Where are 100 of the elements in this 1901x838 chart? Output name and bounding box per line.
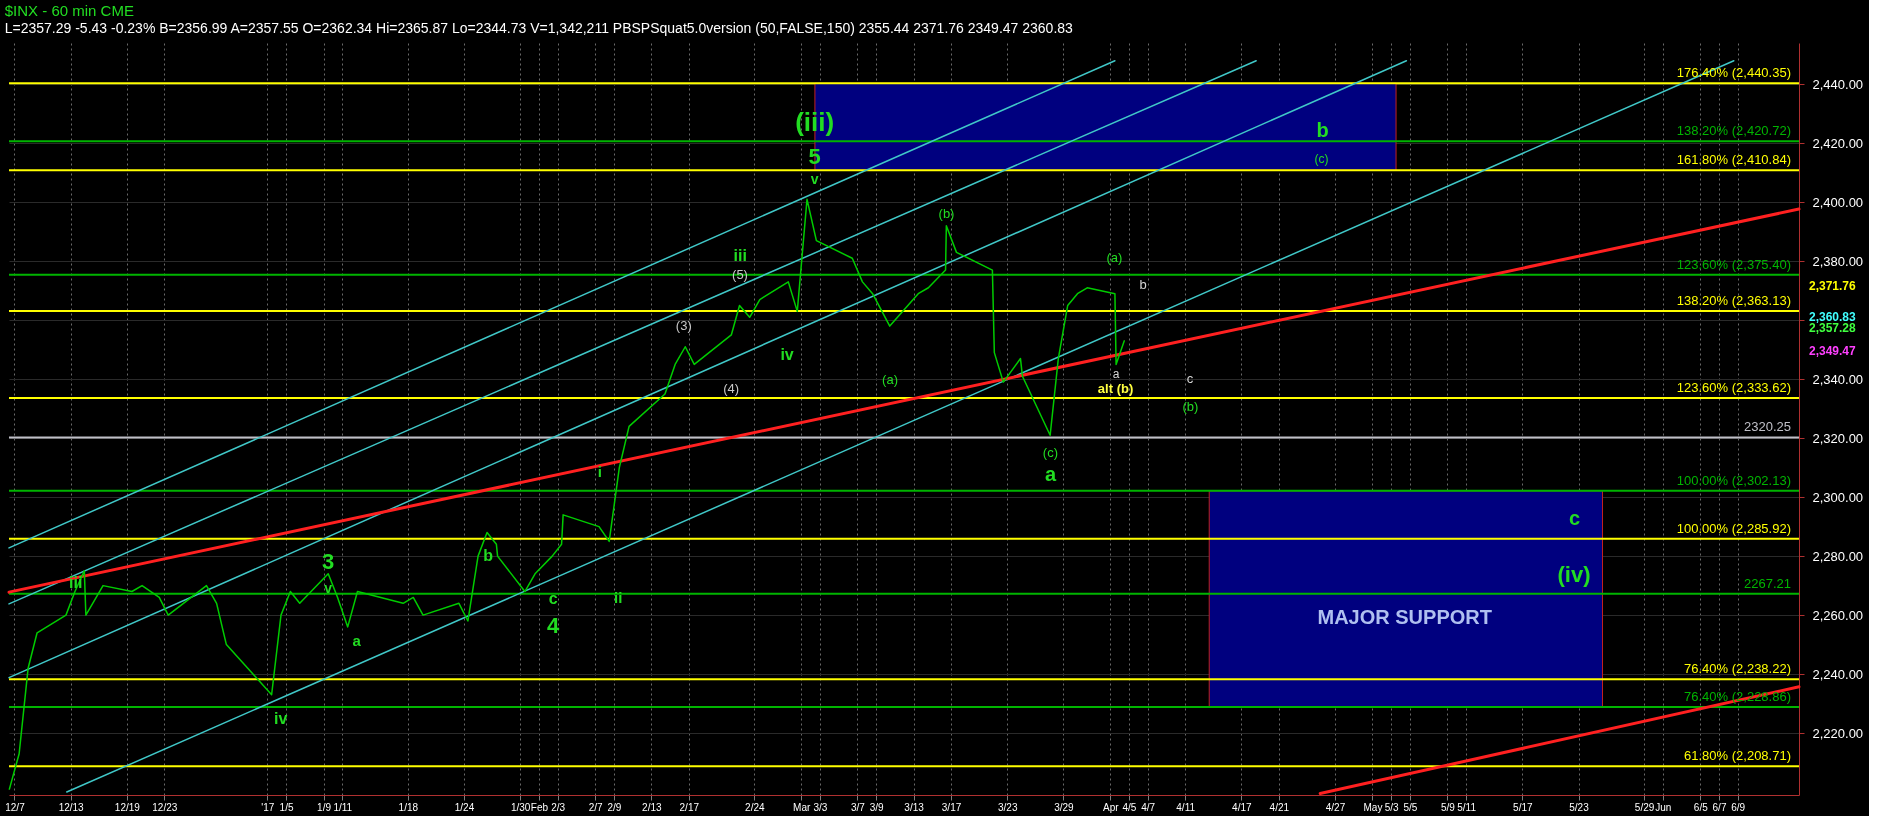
annotation: (a) (1106, 250, 1123, 266)
annotation: iv (780, 346, 794, 364)
x-tick-label: Feb (530, 801, 549, 813)
x-tick-label: 5/29 (1634, 801, 1655, 813)
x-tick-label: 2/9 (607, 801, 622, 813)
x-tick-label: 2/7 (588, 801, 604, 813)
x-tick-label: 2/24 (745, 801, 766, 813)
x-tick-label: 12/23 (152, 801, 178, 813)
annotation: (3) (675, 318, 692, 334)
y-tick-label: 2,420.00 (1812, 135, 1864, 151)
annotation: (4) (723, 381, 740, 397)
x-tick-label: 3/17 (941, 801, 962, 813)
x-tick-label: May (1363, 801, 1383, 813)
chart-title: $INX - 60 min CME (4, 2, 134, 20)
annotation: c (1186, 370, 1194, 386)
annotation: (b) (938, 206, 955, 222)
x-tick-label: 3/13 (904, 801, 925, 813)
ref-line-label: 100.00% (2,285.92) (1676, 520, 1791, 536)
x-tick-label: 4/11 (1176, 801, 1196, 813)
x-tick-label: 2/3 (551, 801, 566, 813)
x-tick-label: 5/5 (1403, 801, 1418, 813)
y-tick-label: 2,400.00 (1812, 194, 1864, 210)
x-tick-label: 6/5 (1693, 801, 1709, 813)
x-tick-label: Apr (1102, 801, 1120, 813)
x-tick-label: 2/17 (679, 801, 700, 813)
ref-line-label: 76.40% (2,238.22) (1684, 661, 1791, 677)
y-tick-label: 2,260.00 (1812, 607, 1864, 623)
annotation: MAJOR SUPPORT (1317, 605, 1492, 628)
x-tick-label: 3/29 (1054, 801, 1075, 813)
x-tick-label: 12/19 (114, 801, 141, 813)
x-tick-label: 5/23 (1569, 801, 1590, 813)
ref-line-label: 138.20% (2,363.13) (1676, 292, 1791, 308)
annotation: c (548, 590, 558, 608)
x-tick-label: 1/5 (279, 801, 294, 813)
annotation: b (483, 546, 494, 564)
x-tick-label: Mar (793, 801, 811, 813)
y-tick-label: 2,440.00 (1812, 76, 1864, 92)
x-tick-label: 6/7 (1712, 801, 1727, 813)
x-tick-label: 3/3 (813, 801, 828, 813)
x-tick-label: '17 (261, 801, 275, 813)
y-tick-label: 2,380.00 (1812, 253, 1864, 269)
annotation: 3 (322, 548, 335, 574)
x-tick-label: 4/17 (1232, 801, 1253, 813)
annotation: (b) (1182, 398, 1199, 414)
annotation: (c) (1314, 151, 1329, 166)
x-tick-label: 5/3 (1384, 801, 1400, 813)
annotation: (c) (1042, 444, 1059, 460)
y-tick-label: 2,280.00 (1812, 548, 1864, 564)
x-tick-label: 1/30 (510, 801, 531, 813)
x-tick-label: 1/9 (317, 801, 332, 813)
annotation: i (597, 462, 602, 480)
annotation: v (810, 170, 819, 187)
y-tick-label: 2,320.00 (1812, 430, 1864, 446)
annotation: 5 (808, 143, 821, 169)
ref-line-label: 100.00% (2,302.13) (1676, 472, 1791, 488)
ref-line-label: 161.80% (2,410.84) (1676, 152, 1791, 168)
ref-line-label: 123.60% (2,375.40) (1676, 256, 1791, 272)
text: 2,371.76 (1809, 278, 1857, 293)
x-tick-label: 4/27 (1325, 801, 1346, 813)
annotation: a (1112, 366, 1120, 381)
x-tick-label: 5/11 (1457, 801, 1477, 813)
annotation: v (324, 579, 333, 596)
annotation: b (1139, 277, 1147, 293)
y-tick-label: 2,300.00 (1812, 489, 1864, 505)
chart-subtitle: L=2357.29 -5.43 -0.23% B=2356.99 A=2357.55 O=2362.34 Hi=2365.87 Lo=2344.73 V=1,342,211 PBSPSquat5.0version (50,FALSE,150) 2355.44 2371.76 2349.47 2360.83 (4, 20, 1074, 37)
annotation: 4 (547, 612, 561, 638)
text: 2,349.47 (1809, 344, 1857, 359)
annotation: iv (273, 710, 288, 728)
x-tick-label: 1/24 (454, 801, 475, 813)
annotation: iii (733, 247, 747, 265)
x-tick-label: 6/9 (1731, 801, 1746, 813)
annotation: a (352, 631, 362, 649)
x-tick-label: 4/7 (1141, 801, 1156, 813)
annotation: alt (b) (1097, 381, 1134, 397)
annotation: b (1316, 118, 1329, 141)
x-tick-label: 1/11 (333, 801, 353, 813)
x-tick-label: 5/9 (1440, 801, 1456, 813)
x-tick-label: 4/21 (1269, 801, 1290, 813)
ref-line-label: 123.60% (2,333.62) (1676, 380, 1791, 395)
x-tick-label: 3/9 (869, 801, 884, 813)
annotation: (a) (882, 371, 899, 387)
x-tick-label: Jun (1655, 801, 1672, 813)
x-tick-label: 5/17 (1513, 801, 1533, 813)
ref-line-label: 138.20% (2,420.72) (1676, 123, 1791, 139)
annotation: (iv) (1557, 561, 1591, 587)
ref-line-label: 2320.25 (1744, 419, 1791, 435)
y-tick-label: 2,220.00 (1812, 725, 1864, 741)
annotation: c (1568, 506, 1581, 529)
x-tick-label: 12/7 (5, 801, 26, 813)
x-tick-label: 12/13 (58, 801, 85, 813)
y-tick-label: 2,340.00 (1812, 371, 1864, 387)
x-tick-label: 3/7 (850, 801, 866, 813)
ref-line-label: 2267.21 (1744, 575, 1791, 591)
annotation: a (1044, 463, 1057, 486)
x-tick-label: 4/5 (1122, 801, 1137, 813)
ref-line-label: 61.80% (2,208.71) (1684, 748, 1791, 764)
annotation: (iii) (795, 107, 835, 138)
x-tick-label: 3/23 (997, 801, 1018, 813)
x-tick-label: 2/13 (642, 801, 662, 813)
x-tick-label: 1/18 (398, 801, 419, 813)
